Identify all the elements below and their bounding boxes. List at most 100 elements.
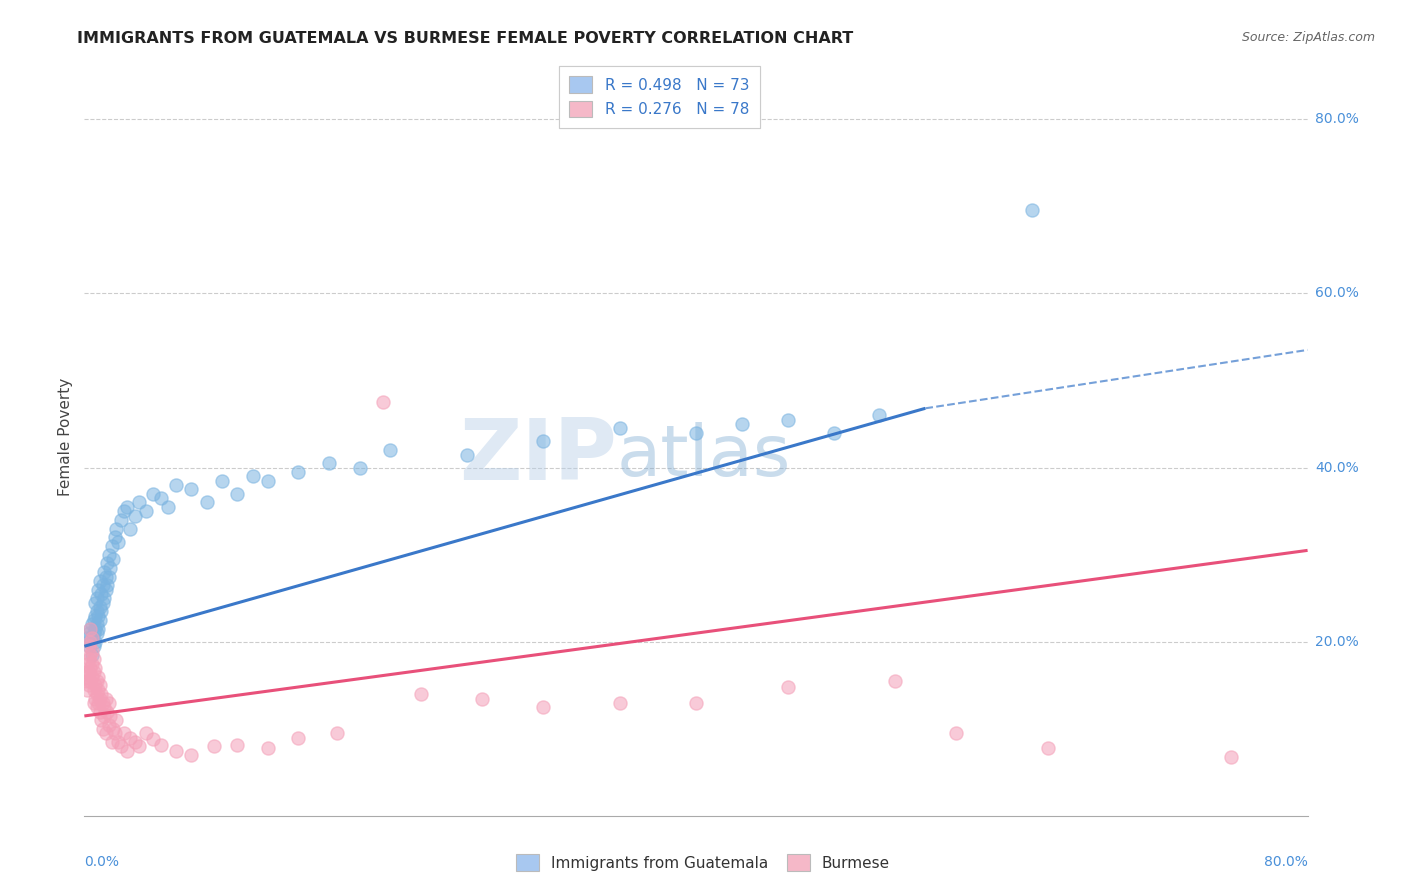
Point — [91, 722, 114, 736]
Point — [165, 478, 187, 492]
Point — [87, 682, 110, 697]
Point — [110, 513, 132, 527]
Point — [609, 696, 631, 710]
Point — [685, 425, 707, 440]
Point — [79, 635, 101, 649]
Point — [609, 421, 631, 435]
Point — [76, 631, 98, 645]
Point — [287, 465, 309, 479]
Point — [1036, 741, 1059, 756]
Point — [180, 483, 202, 497]
Point — [409, 687, 432, 701]
Point — [89, 600, 111, 615]
Point — [104, 530, 127, 544]
Point — [76, 682, 98, 697]
Point — [105, 714, 128, 728]
Point — [91, 696, 114, 710]
Y-axis label: Female Poverty: Female Poverty — [58, 378, 73, 496]
Point — [149, 738, 172, 752]
Point — [776, 680, 799, 694]
Text: 20.0%: 20.0% — [1315, 635, 1360, 648]
Point — [87, 608, 110, 623]
Point — [242, 469, 264, 483]
Point — [531, 434, 554, 449]
Point — [84, 622, 107, 636]
Point — [318, 456, 340, 470]
Text: 0.0%: 0.0% — [84, 855, 120, 870]
Point — [349, 460, 371, 475]
Point — [93, 700, 115, 714]
Point — [80, 631, 103, 645]
Point — [869, 409, 891, 423]
Text: 80.0%: 80.0% — [1315, 112, 1360, 126]
Point — [83, 613, 105, 627]
Point — [226, 738, 249, 752]
Point — [112, 504, 135, 518]
Point — [128, 495, 150, 509]
Point — [97, 569, 120, 583]
Point — [142, 732, 165, 747]
Point — [128, 739, 150, 754]
Point — [1021, 203, 1043, 218]
Point — [86, 591, 108, 606]
Point — [83, 696, 105, 710]
Point — [77, 652, 100, 666]
Point — [77, 678, 100, 692]
Point — [135, 504, 157, 518]
Point — [84, 608, 107, 623]
Point — [90, 714, 112, 728]
Point — [120, 522, 142, 536]
Point — [84, 678, 107, 692]
Point — [80, 643, 103, 657]
Point — [80, 657, 103, 671]
Point — [120, 731, 142, 745]
Point — [91, 596, 114, 610]
Point — [124, 735, 146, 749]
Point — [84, 635, 107, 649]
Point — [86, 626, 108, 640]
Point — [91, 578, 114, 592]
Point — [211, 474, 233, 488]
Point — [79, 661, 101, 675]
Point — [83, 665, 105, 680]
Point — [93, 591, 115, 606]
Point — [87, 670, 110, 684]
Point — [380, 443, 402, 458]
Point — [685, 696, 707, 710]
Point — [86, 617, 108, 632]
Point — [77, 665, 100, 680]
Text: 60.0%: 60.0% — [1315, 286, 1360, 301]
Point — [84, 661, 107, 675]
Point — [77, 639, 100, 653]
Point — [97, 548, 120, 562]
Point — [77, 626, 100, 640]
Text: atlas: atlas — [616, 422, 790, 491]
Text: 40.0%: 40.0% — [1315, 460, 1360, 475]
Point — [103, 722, 125, 736]
Point — [531, 700, 554, 714]
Point — [945, 726, 967, 740]
Point — [195, 495, 218, 509]
Text: IMMIGRANTS FROM GUATEMALA VS BURMESE FEMALE POVERTY CORRELATION CHART: IMMIGRANTS FROM GUATEMALA VS BURMESE FEM… — [77, 31, 853, 46]
Point — [79, 648, 101, 662]
Point — [89, 691, 111, 706]
Point — [75, 665, 97, 680]
Point — [180, 748, 202, 763]
Point — [103, 552, 125, 566]
Point — [79, 622, 101, 636]
Point — [89, 613, 111, 627]
Point — [80, 648, 103, 662]
Point — [731, 417, 754, 431]
Legend: R = 0.498   N = 73, R = 0.276   N = 78: R = 0.498 N = 73, R = 0.276 N = 78 — [558, 66, 759, 128]
Point — [165, 744, 187, 758]
Point — [101, 539, 124, 553]
Point — [83, 626, 105, 640]
Point — [83, 639, 105, 653]
Point — [101, 735, 124, 749]
Point — [90, 587, 112, 601]
Point — [226, 487, 249, 501]
Point — [87, 582, 110, 597]
Point — [471, 691, 494, 706]
Point — [149, 491, 172, 505]
Point — [135, 726, 157, 740]
